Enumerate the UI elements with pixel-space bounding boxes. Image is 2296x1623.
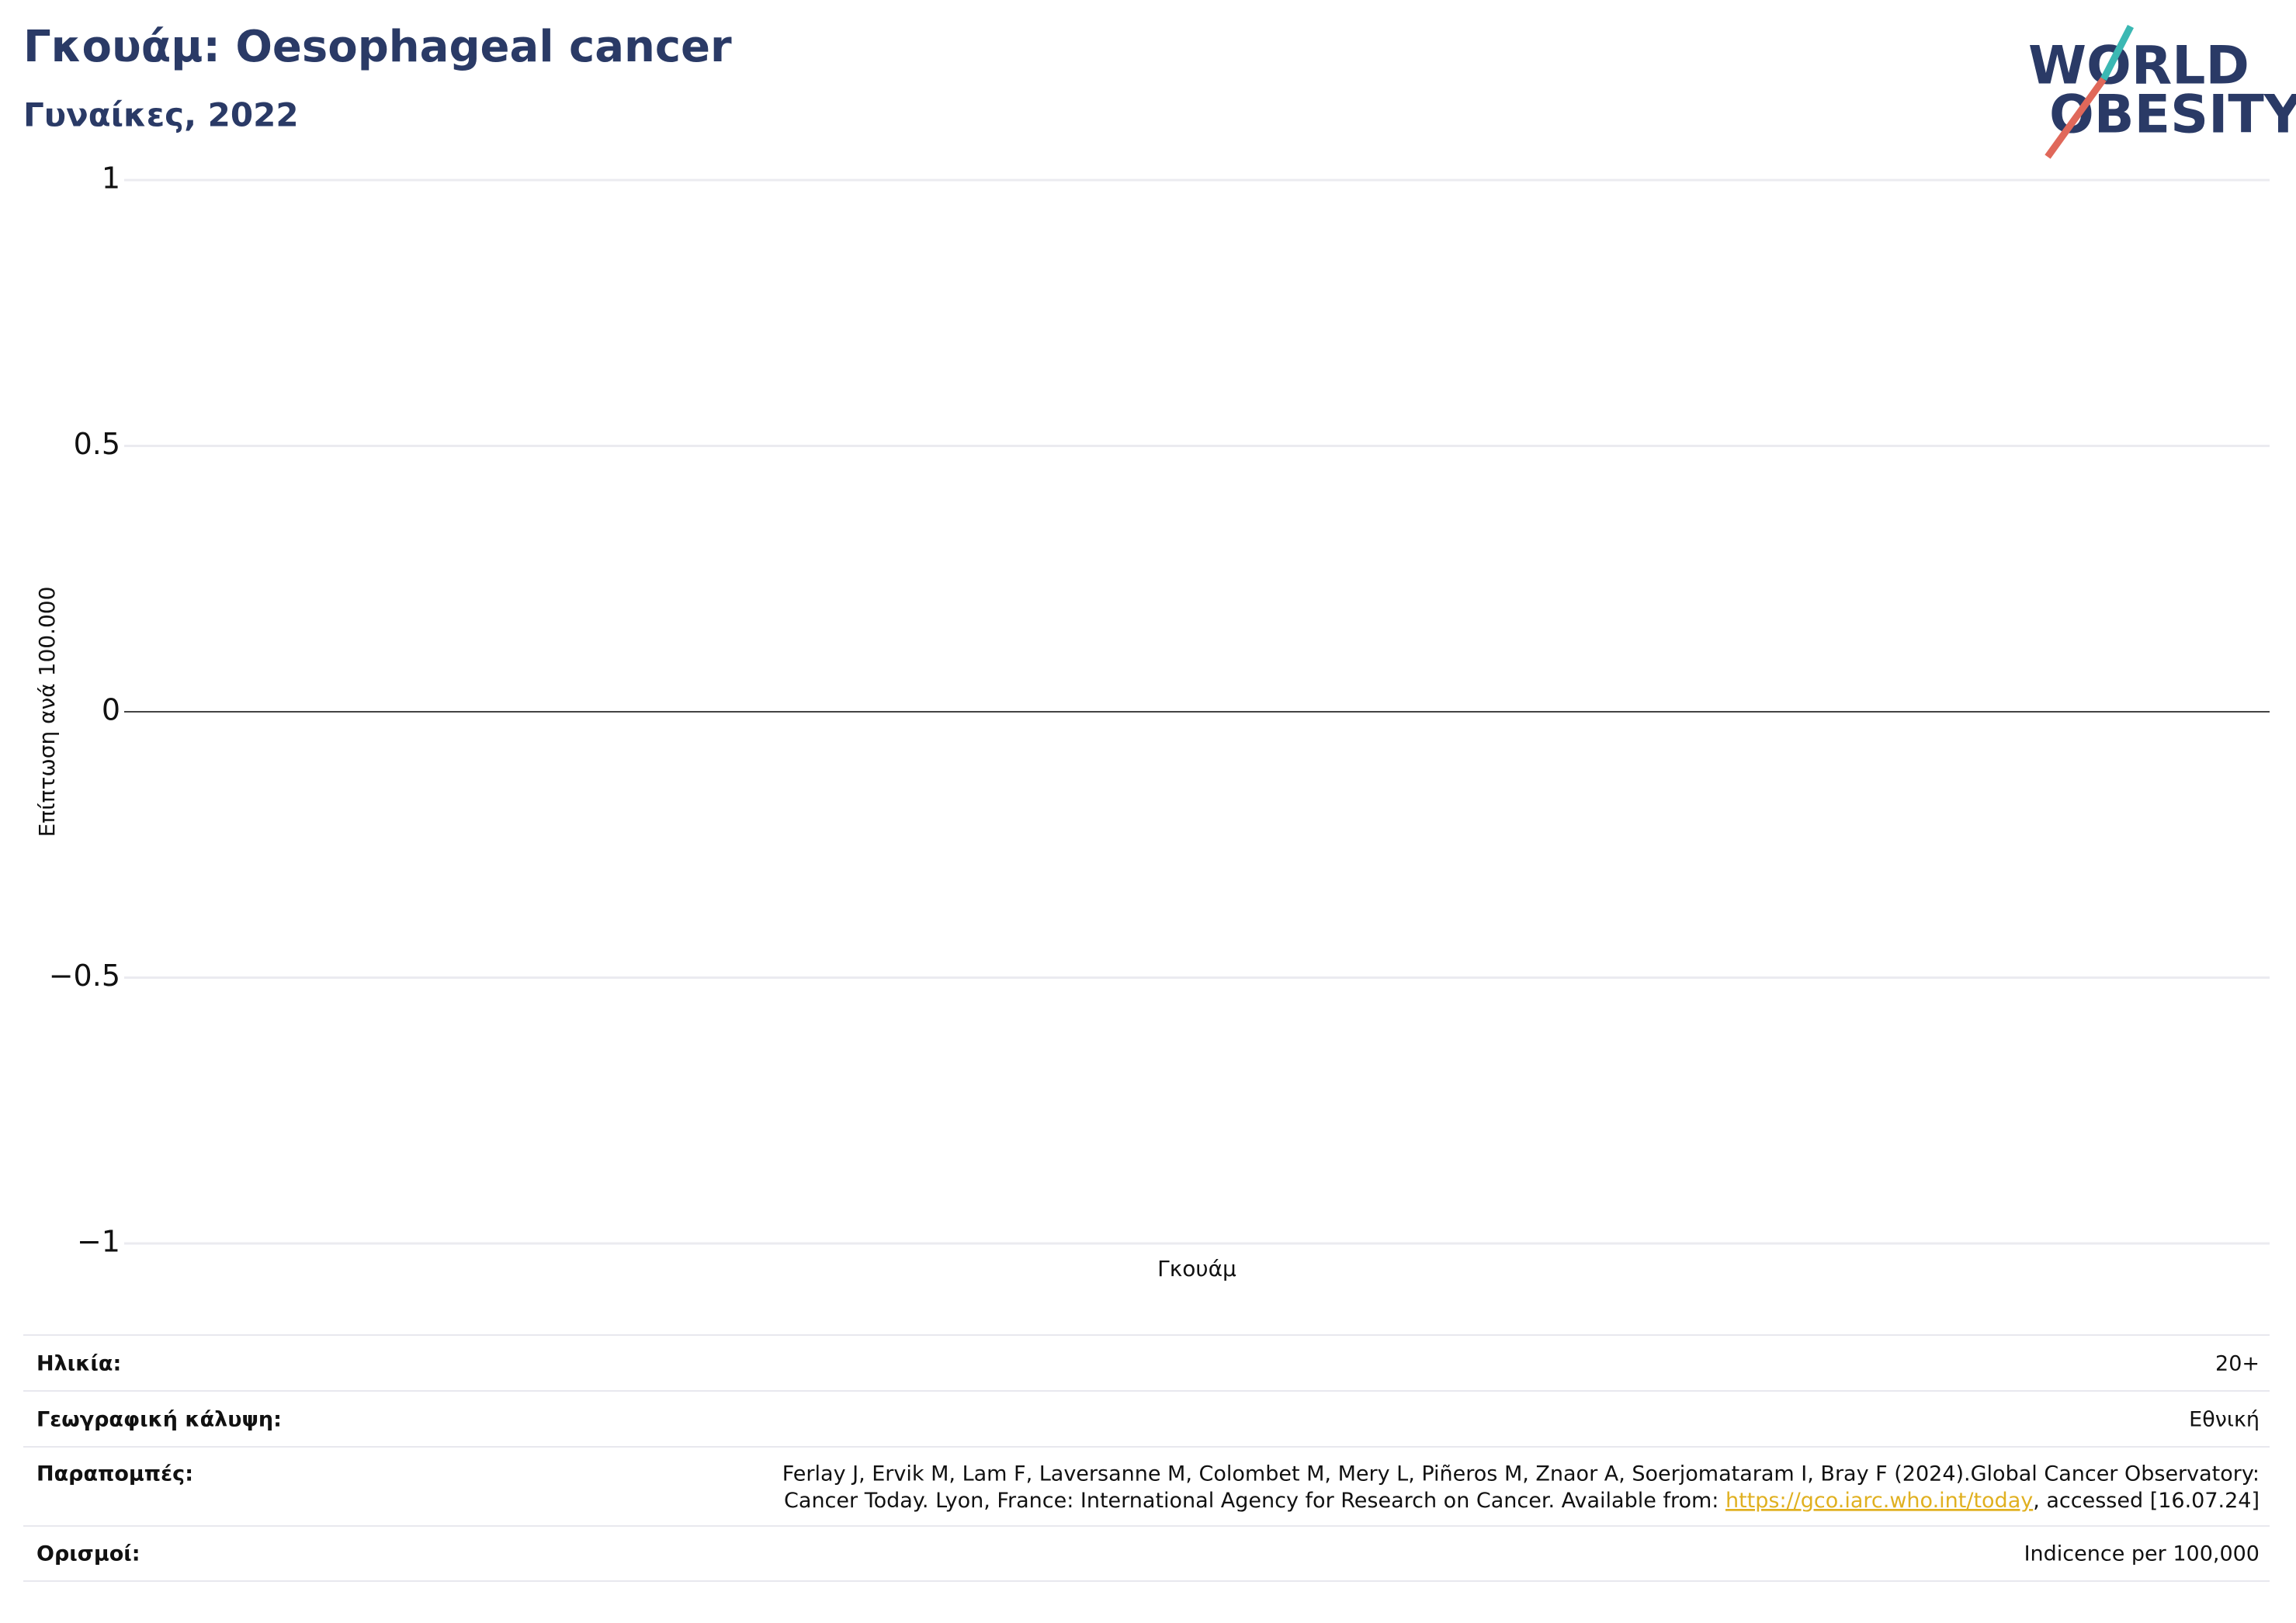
- logo: WORLD OBESITY: [2028, 24, 2296, 159]
- row-label: Γεωγραφική κάλυψη:: [36, 1408, 282, 1432]
- row-value: Indicence per 100,000: [2024, 1542, 2260, 1566]
- info-table: Ηλικία: 20+ Γεωγραφική κάλυψη: Εθνική Πα…: [23, 1334, 2270, 1582]
- logo-slash: [2100, 24, 2135, 81]
- logo-slash: [2045, 77, 2107, 159]
- x-tick-label: Γκουάμ: [1157, 1256, 1236, 1281]
- chart-title: Γκουάμ: Oesophageal cancer: [23, 22, 732, 72]
- row-label: Ηλικία:: [36, 1352, 121, 1376]
- y-tick-label: 0.5: [74, 427, 120, 461]
- text: Cancer Today. Lyon, France: Internationa…: [784, 1489, 1725, 1513]
- row-value: 20+: [2215, 1352, 2260, 1376]
- y-axis-title: Επίπτωση ανά 100.000: [34, 587, 60, 838]
- logo-text: WORLD: [2028, 36, 2249, 97]
- text: , accessed [16.07.24]: [2033, 1489, 2260, 1513]
- logo-text: OBESITY: [2049, 85, 2296, 146]
- y-tick-label: −0.5: [49, 959, 120, 993]
- row-value: Εθνική: [2189, 1408, 2260, 1432]
- row-value: Cancer Today. Lyon, France: Internationa…: [784, 1489, 2260, 1513]
- link[interactable]: https://gco.iarc.who.int/today: [1725, 1489, 2033, 1513]
- row-label: Παραπομπές:: [36, 1462, 193, 1486]
- y-tick-label: 1: [102, 161, 120, 196]
- row-label: Ορισμοί:: [36, 1542, 140, 1566]
- y-tick-label: 0: [102, 693, 120, 727]
- row-value: Ferlay J, Ervik M, Lam F, Laversanne M, …: [782, 1462, 2260, 1486]
- y-tick-label: −1: [77, 1225, 120, 1259]
- chart-subtitle: Γυναίκες, 2022: [23, 96, 299, 134]
